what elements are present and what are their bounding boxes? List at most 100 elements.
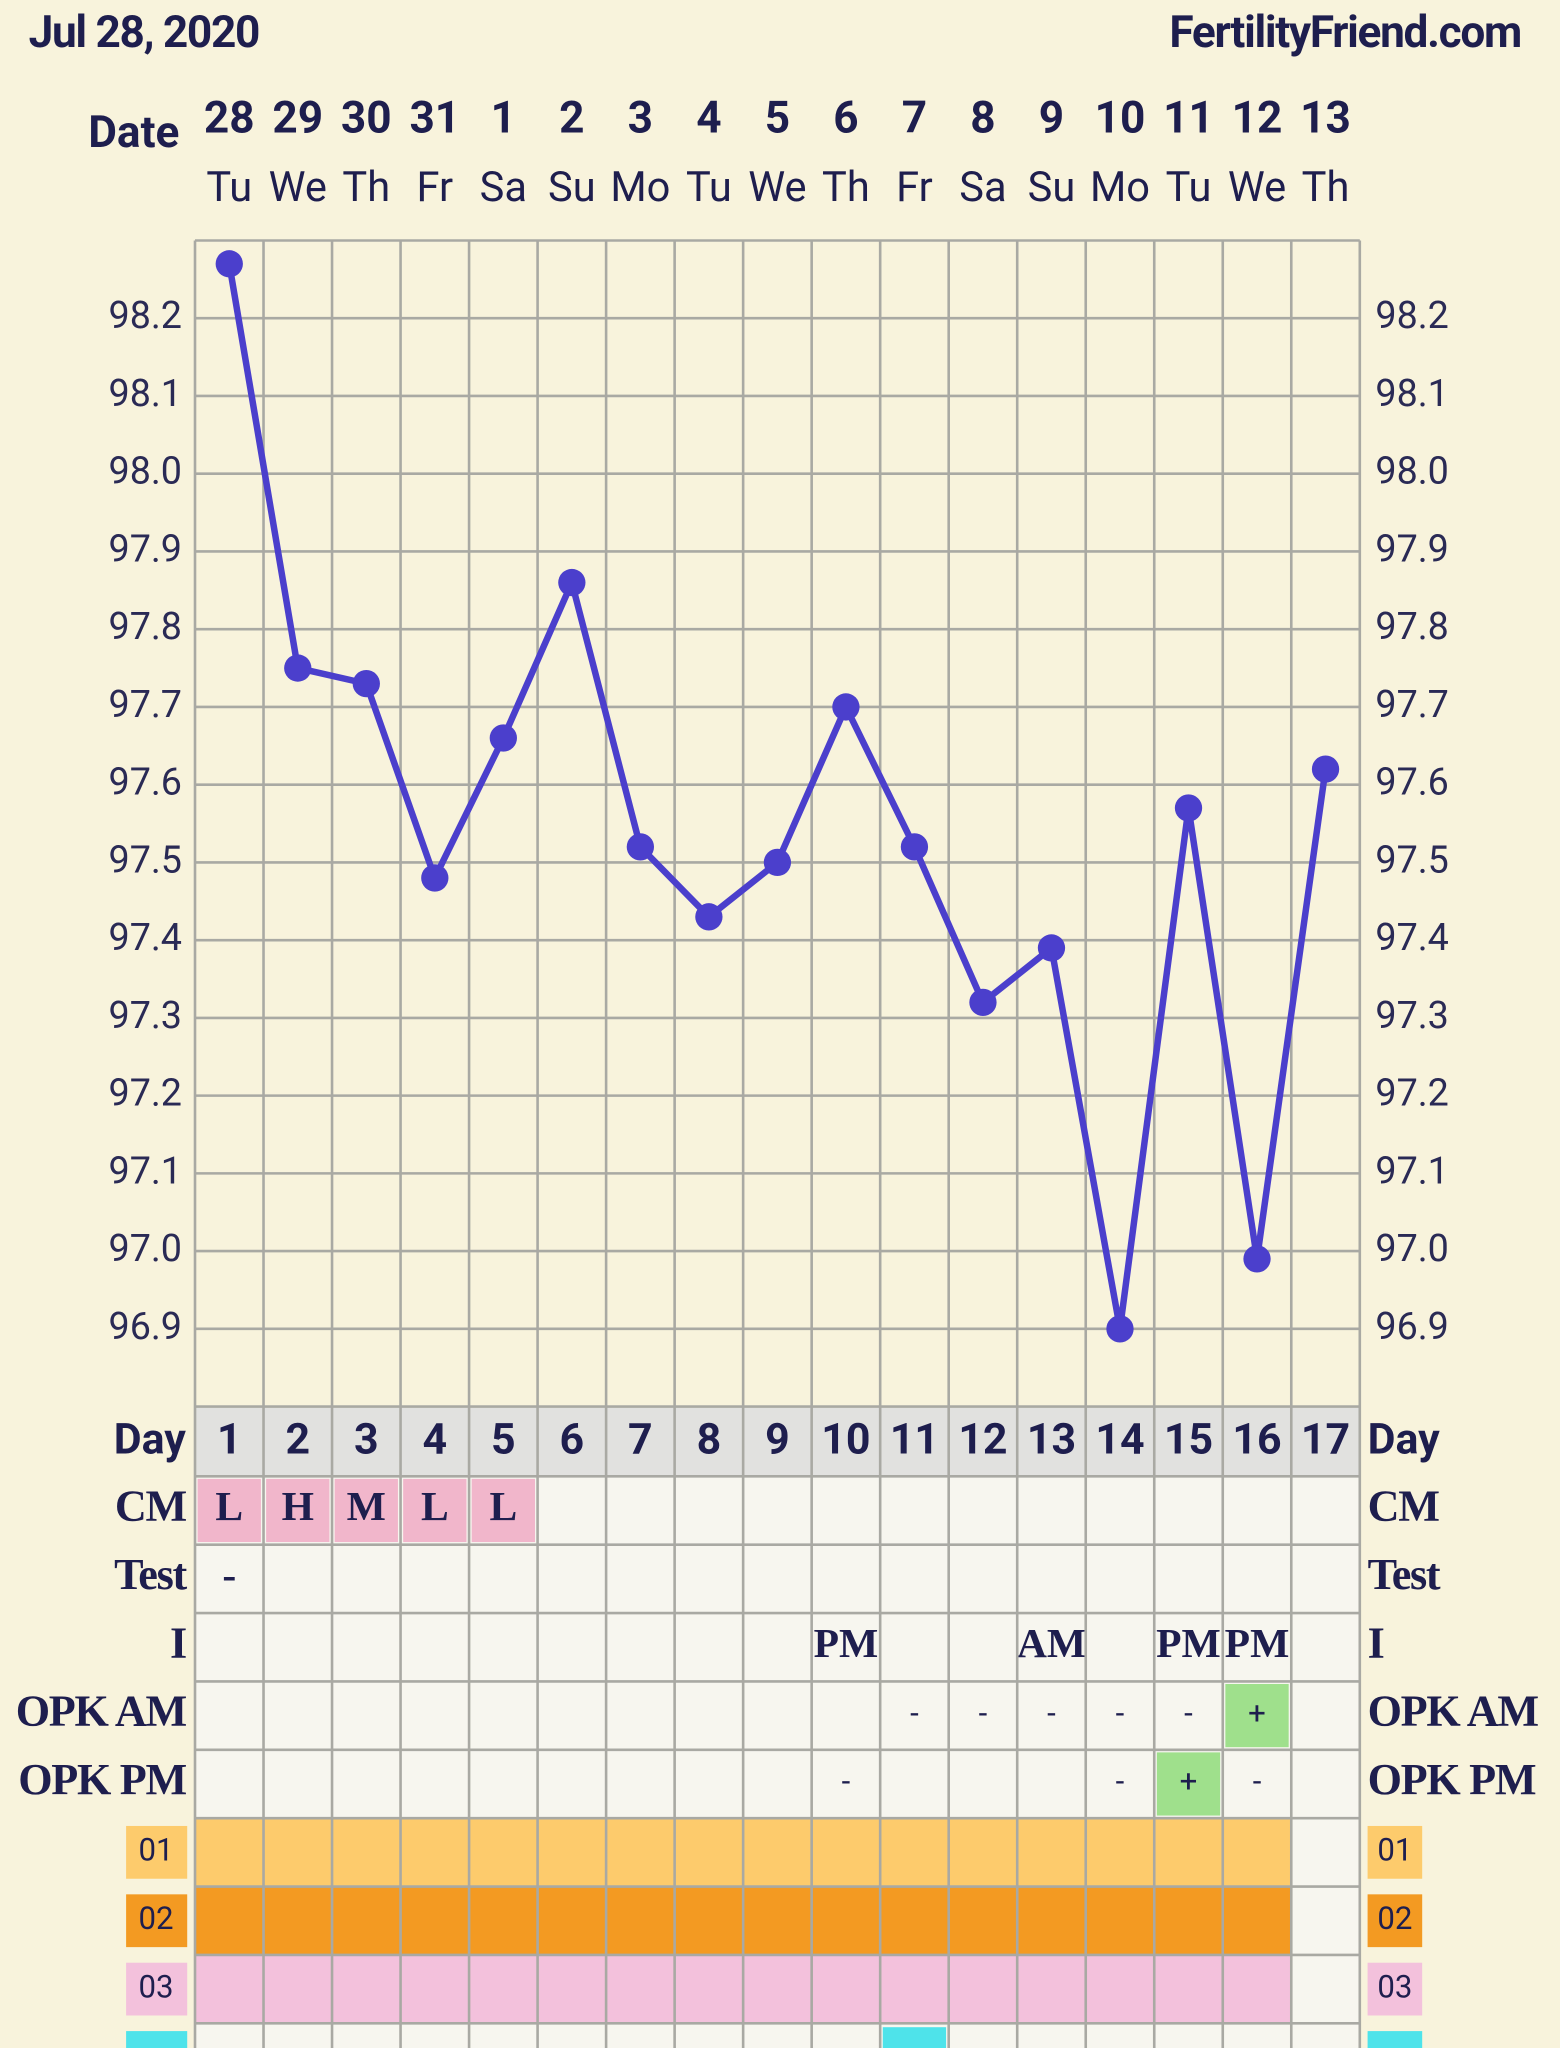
cell-highlight <box>882 2027 947 2048</box>
temperature-point <box>1106 1315 1134 1343</box>
row-label: OPK AM <box>16 1687 187 1736</box>
temperature-point <box>695 903 723 931</box>
weekday-label: Mo <box>1090 163 1150 212</box>
band-cell <box>1154 1886 1223 1955</box>
band-cell <box>1017 1818 1086 1887</box>
temperature-point <box>558 568 586 597</box>
date-label: 6 <box>833 92 858 144</box>
band-cell <box>1154 1954 1223 2024</box>
table-cell: - <box>910 1695 919 1732</box>
table-cell: L <box>215 1483 243 1529</box>
table-cell: 2 <box>285 1414 310 1464</box>
table-cell: + <box>1248 1695 1266 1732</box>
temperature-point <box>1243 1245 1271 1273</box>
band-cell <box>469 1886 538 1955</box>
row-label: I <box>170 1618 186 1667</box>
band-cell <box>263 1886 333 1955</box>
table-cell: 17 <box>1301 1414 1350 1464</box>
row-label: OPK PM <box>18 1755 186 1804</box>
band-cell <box>743 1886 812 1955</box>
weekday-label: Sa <box>959 163 1006 212</box>
row-label: CM <box>115 1482 187 1531</box>
y-tick-label: 97.9 <box>109 527 182 571</box>
weekday-label: Su <box>548 163 596 212</box>
temperature-point <box>969 988 997 1016</box>
table-cell: 15 <box>1164 1414 1213 1464</box>
y2-tick-label: 97.8 <box>1375 605 1448 649</box>
table-cell: 8 <box>697 1414 722 1464</box>
weekday-label: Su <box>1028 163 1076 212</box>
band-cell <box>606 1954 675 2024</box>
cell-highlight <box>197 1478 261 1543</box>
band-cell <box>537 1818 607 1887</box>
row-label: 03 <box>138 1968 173 2005</box>
row-label-box <box>126 1962 188 2016</box>
band-cell <box>469 1818 538 1887</box>
table-cell: - <box>222 1551 236 1597</box>
table-cell: 10 <box>821 1414 870 1464</box>
table-cell: - <box>979 1695 988 1732</box>
date-label: 29 <box>272 92 323 144</box>
band-cell <box>606 1818 675 1887</box>
y-tick-label: 97.8 <box>109 605 182 649</box>
temperature-point <box>215 250 243 278</box>
weekday-label: Th <box>1302 163 1350 212</box>
y-tick-label: 98.2 <box>109 294 182 338</box>
row-background <box>195 1681 1360 1750</box>
y-tick-label: 96.9 <box>109 1305 182 1349</box>
row-label: Test <box>114 1550 187 1599</box>
row-label-box <box>126 1894 188 1948</box>
row-label-right: 03 <box>1377 1968 1412 2005</box>
band-cell <box>743 1818 812 1887</box>
band-cell <box>400 1886 470 1955</box>
row-label-box <box>1367 1962 1423 2016</box>
y-tick-label: 97.7 <box>109 683 182 727</box>
weekday-label: We <box>748 163 806 212</box>
temperature-point <box>626 833 655 861</box>
y-tick-label: 98.1 <box>109 372 182 416</box>
band-cell <box>880 1818 949 1887</box>
y-tick-label: 97.6 <box>109 761 182 805</box>
row-label-right: I <box>1368 1618 1384 1667</box>
band-cell <box>811 1954 881 2024</box>
table-cell: PM <box>1225 1620 1290 1666</box>
table-cell: - <box>1047 1695 1056 1732</box>
temperature-point <box>1174 794 1203 822</box>
y-tick-label: 97.0 <box>109 1227 182 1271</box>
row-label-right: OPK PM <box>1368 1755 1536 1804</box>
row-label-right: 01 <box>1377 1832 1412 1869</box>
cell-highlight <box>1225 1684 1289 1748</box>
band-cell <box>880 1886 949 1955</box>
band-cell <box>332 1818 401 1887</box>
row-background <box>195 1407 1360 1477</box>
date-label: 3 <box>628 92 653 144</box>
band-cell <box>263 1954 333 2024</box>
band-cell <box>1222 1954 1292 2024</box>
table-cell: 3 <box>354 1414 379 1464</box>
site-name: FertilityFriend.com <box>1169 6 1521 58</box>
date-label: 2 <box>559 92 584 144</box>
weekday-label: Sa <box>480 163 527 212</box>
weekday-label: Th <box>342 163 390 212</box>
row-label-right: Day <box>1368 1414 1440 1464</box>
y2-tick-label: 97.3 <box>1375 994 1448 1038</box>
row-label-box <box>1367 2031 1423 2048</box>
row-background <box>195 2023 1360 2048</box>
band-cell <box>1222 1886 1292 1955</box>
date-label: 31 <box>409 92 460 144</box>
band-cell <box>811 1886 881 1955</box>
row-label-box <box>1367 1894 1423 1948</box>
cell-highlight <box>334 1478 398 1543</box>
temperature-point <box>1037 934 1066 962</box>
temperature-point <box>832 693 860 721</box>
temperature-line <box>226 263 1329 1333</box>
band-cell <box>948 1818 1018 1887</box>
row-label: 02 <box>138 1900 173 1937</box>
y2-tick-label: 98.1 <box>1375 372 1448 416</box>
band-cell <box>674 1818 744 1887</box>
band-cell <box>1154 1818 1223 1887</box>
band-cell <box>537 1954 607 2024</box>
table-cell: - <box>842 1763 851 1800</box>
table-cell: 16 <box>1232 1414 1281 1464</box>
weekday-label: Th <box>822 163 870 212</box>
